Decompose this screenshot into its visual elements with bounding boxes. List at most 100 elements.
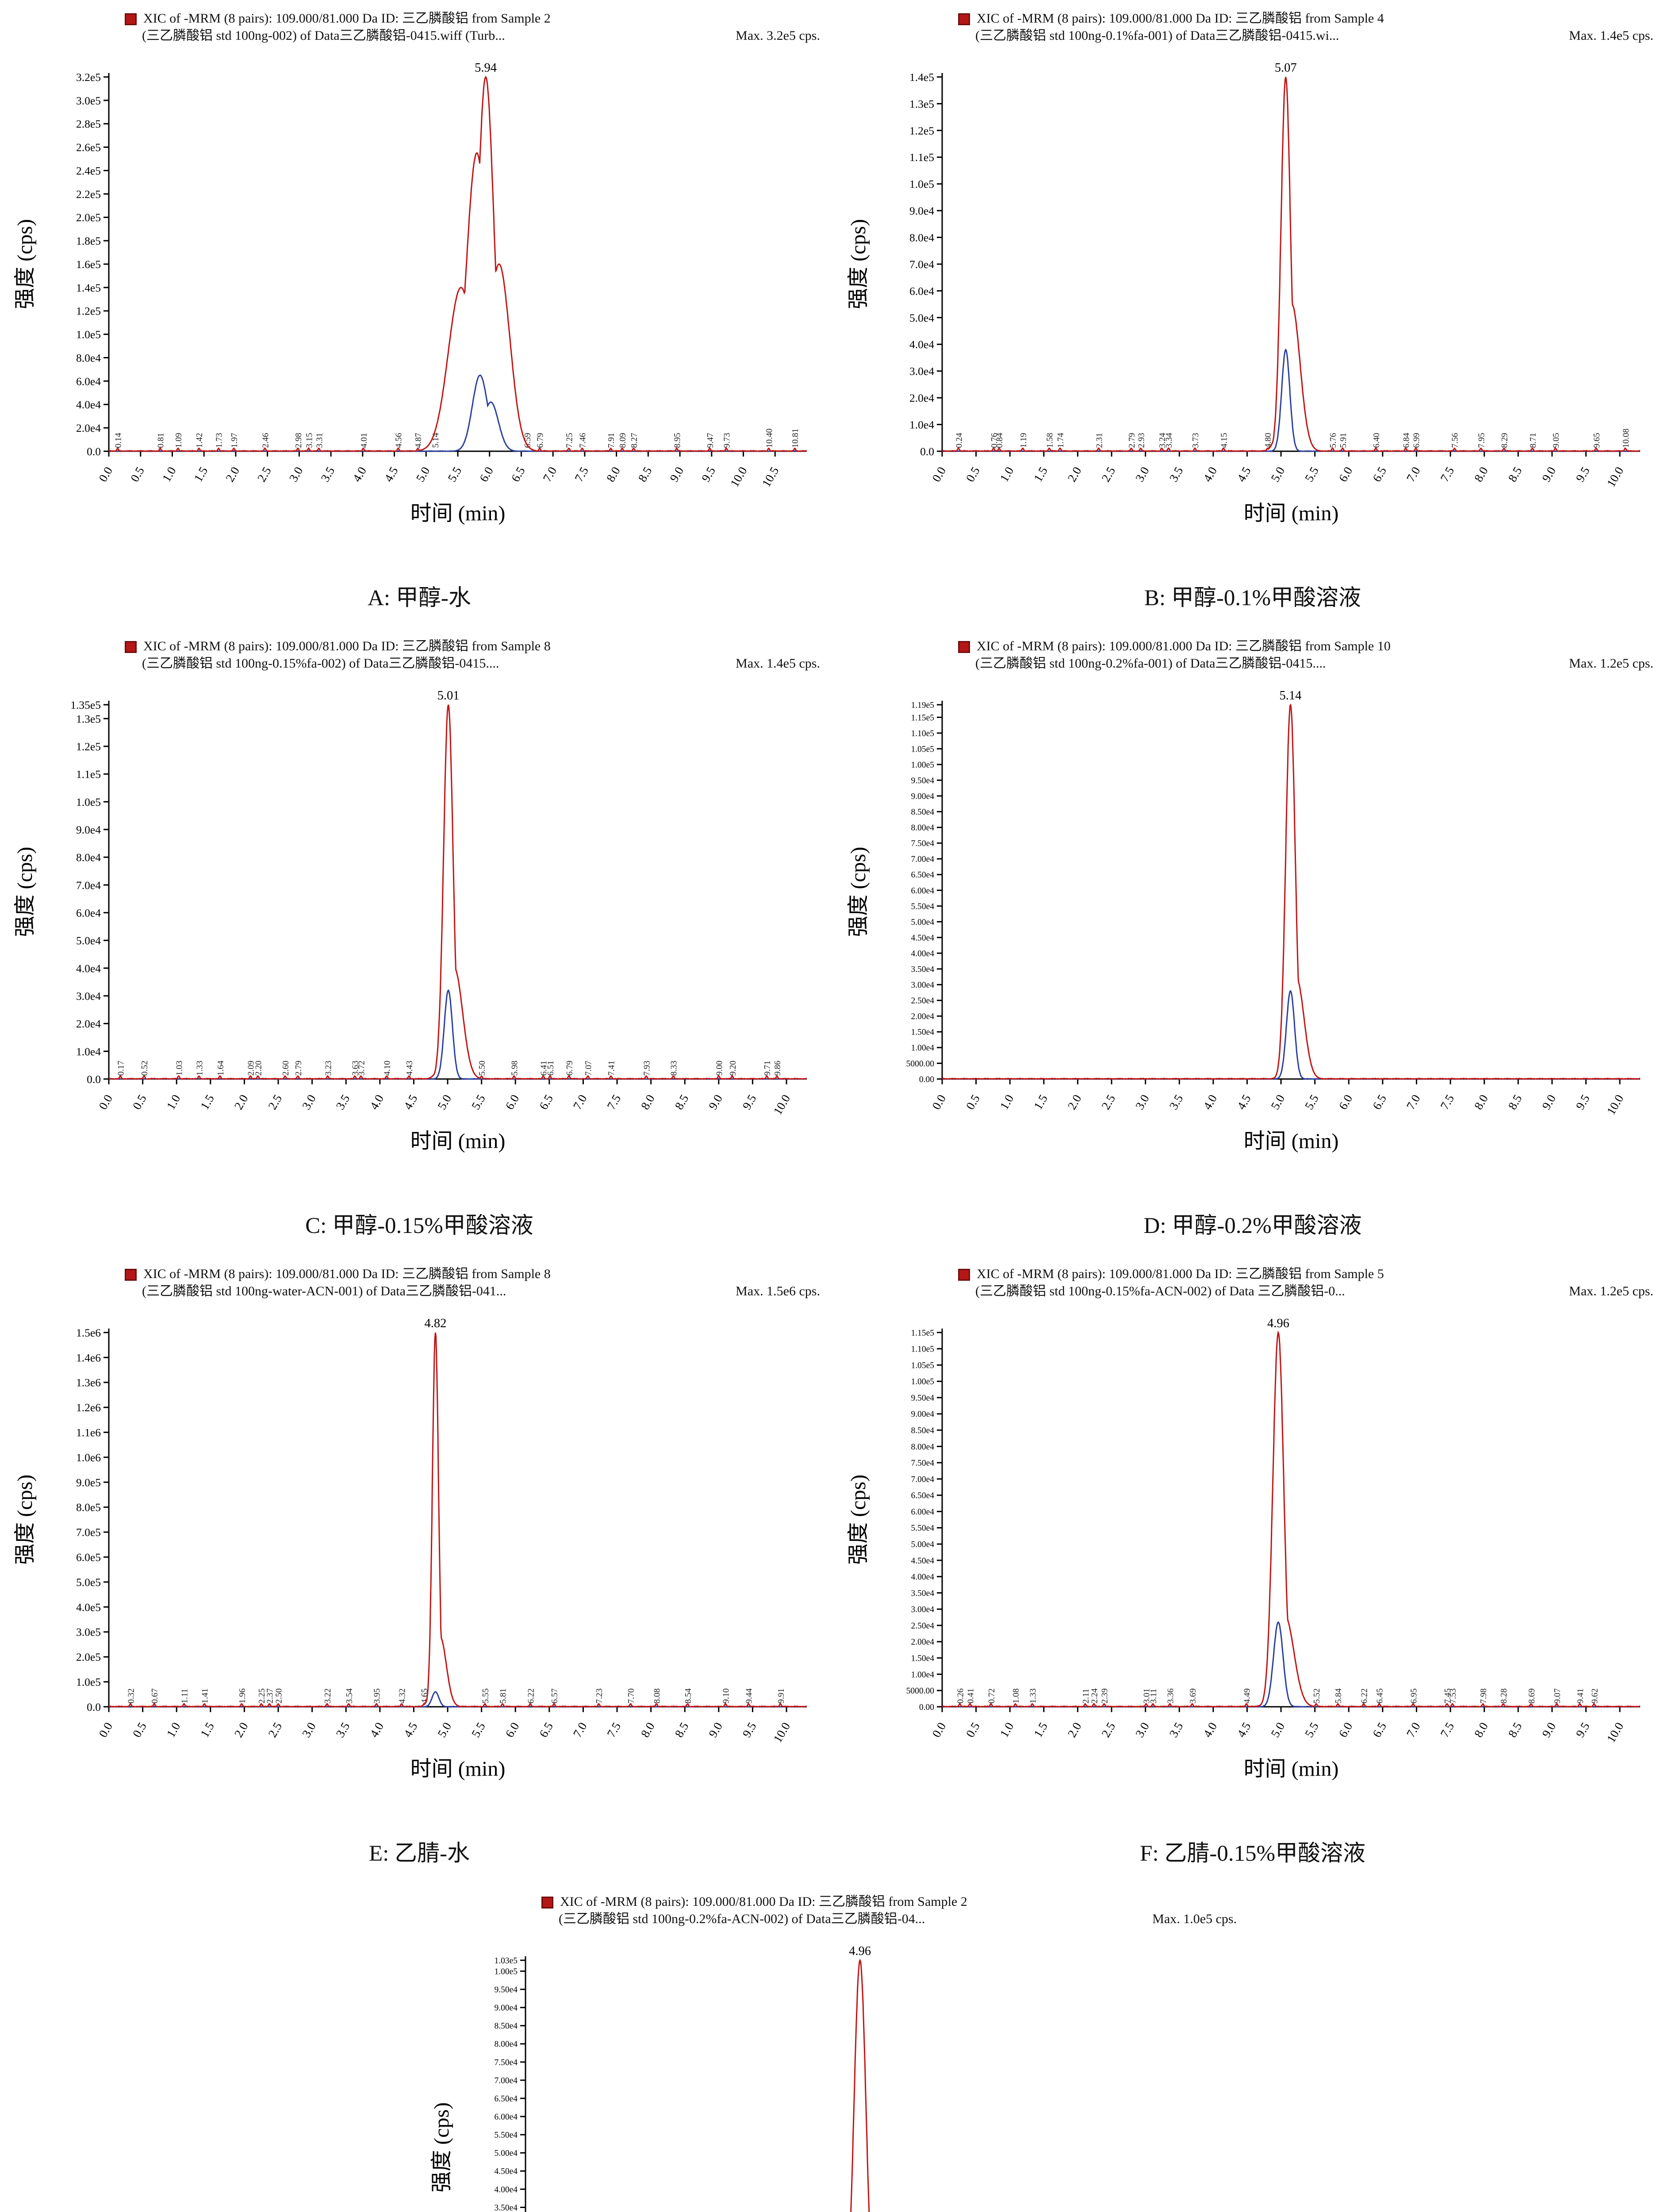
y-tick-label: 6.50e4 <box>911 1491 934 1501</box>
y-axis-label: 强度 (cps) <box>13 1475 37 1565</box>
y-tick-label: 6.00e4 <box>911 886 934 895</box>
minor-peak-label: 7.46 <box>579 433 588 448</box>
x-tick-label: 7.5 <box>1438 1092 1457 1112</box>
quantifier-trace <box>108 704 807 1080</box>
header-line2: (三乙膦酸铝 std 100ng-0.1%fa-001) of Data三乙膦酸… <box>975 29 1339 44</box>
x-tick-label: 6.0 <box>1336 465 1355 484</box>
x-tick-label: 7.0 <box>1404 1720 1423 1740</box>
minor-peak-label: 5.76 <box>1329 433 1338 448</box>
y-axis-label: 强度 (cps) <box>847 1475 870 1565</box>
minor-peak-label: 2.79 <box>294 1060 303 1075</box>
y-tick-label: 2.6e5 <box>76 141 101 154</box>
x-tick-label: 9.0 <box>667 465 686 484</box>
x-tick-label: 0.0 <box>96 465 115 484</box>
y-tick-label: 4.0e4 <box>909 338 934 351</box>
x-tick-label: 5.5 <box>1302 1720 1321 1740</box>
minor-peak-label: 3.34 <box>1165 433 1174 448</box>
minor-peak-label: 5.55 <box>481 1688 491 1703</box>
x-tick-label: 10.0 <box>1604 1092 1626 1117</box>
minor-peak-label: 1.19 <box>1019 433 1028 448</box>
panel-header: XIC of -MRM (8 pairs): 109.000/81.000 Da… <box>430 1894 1242 1928</box>
chromatogram-panel-C: XIC of -MRM (8 pairs): 109.000/81.000 Da… <box>13 638 825 1240</box>
y-tick-label: 1.00e4 <box>911 1670 934 1679</box>
minor-peak-label: 5.81 <box>499 1688 508 1703</box>
x-tick-label: 3.0 <box>1133 465 1152 484</box>
chromatogram-plot: 0.0 1.0e4 2.0e4 3.0e4 4.0e4 5.0e4 6.0e4 7.0e4 8.… <box>13 673 825 1206</box>
minor-peak-label: 8.27 <box>630 433 639 448</box>
y-tick-label: 6.0e4 <box>909 284 934 297</box>
x-tick-label: 7.0 <box>571 1720 590 1740</box>
peak-rt-label: 4.82 <box>425 1317 447 1330</box>
trace-legend-icon <box>958 641 970 653</box>
header-line2-row: (三乙膦酸铝 std 100ng-0.15%fa-002) of Data三乙膦… <box>125 656 820 673</box>
minor-peak-label: 6.45 <box>1376 1688 1385 1703</box>
y-tick-label: 1.4e5 <box>909 71 934 84</box>
minor-peak-label: 1.42 <box>195 433 204 448</box>
chromatogram-panel-B: XIC of -MRM (8 pairs): 109.000/81.000 Da… <box>847 11 1659 612</box>
x-tick-label: 0.5 <box>128 465 147 484</box>
minor-peak-label: 5.14 <box>431 433 441 448</box>
panel-header: XIC of -MRM (8 pairs): 109.000/81.000 Da… <box>847 11 1659 45</box>
x-tick-label: 2.0 <box>232 1720 251 1740</box>
chromatogram-svg: 0.0 1.0e4 2.0e4 3.0e4 4.0e4 5.0e4 6.0e4 7.0e4 8.… <box>847 61 1641 525</box>
minor-peak-label: 2.37 <box>266 1688 275 1703</box>
x-tick-label: 5.5 <box>469 1092 488 1112</box>
y-tick-label: 0.0 <box>87 1073 101 1086</box>
y-tick-label: 9.0e4 <box>909 204 934 217</box>
max-intensity-label: Max. 3.2e5 cps. <box>736 29 820 44</box>
x-tick-label: 4.0 <box>1200 465 1219 484</box>
x-tick-label: 10.5 <box>759 465 782 489</box>
x-tick-label: 8.0 <box>638 1092 657 1112</box>
x-tick-label: 8.0 <box>604 465 623 484</box>
minor-peak-label: 0.67 <box>150 1688 160 1703</box>
x-tick-label: 7.0 <box>571 1092 590 1112</box>
y-tick-label: 7.50e4 <box>494 2058 518 2067</box>
minor-peak-label: 8.09 <box>618 433 628 448</box>
x-tick-label: 6.5 <box>1370 1092 1389 1112</box>
y-tick-label: 3.0e4 <box>909 365 934 378</box>
panel-caption: A: 甲醇-水 <box>368 585 471 611</box>
max-intensity-label: Max. 1.0e5 cps. <box>1152 1912 1237 1927</box>
chromatogram-panel-E: XIC of -MRM (8 pairs): 109.000/81.000 Da… <box>13 1266 825 1867</box>
minor-peak-label: 9.65 <box>1592 433 1602 448</box>
x-tick-label: 1.5 <box>192 465 211 484</box>
minor-peak-label: 6.59 <box>523 433 533 448</box>
x-tick-label: 2.5 <box>255 465 274 484</box>
minor-peak-label: 8.71 <box>1529 433 1538 448</box>
qualifier-trace <box>109 989 807 1080</box>
y-tick-label: 4.0e4 <box>76 962 101 975</box>
minor-peak-label: 9.44 <box>745 1688 754 1703</box>
x-tick-label: 0.0 <box>96 1720 115 1740</box>
minor-peak-label: 4.49 <box>1242 1688 1252 1703</box>
minor-peak-label: 3.73 <box>1191 433 1200 448</box>
x-tick-label: 7.0 <box>1404 1092 1423 1112</box>
minor-peak-label: 7.07 <box>584 1060 594 1075</box>
x-tick-label: 4.5 <box>1235 1092 1254 1112</box>
chromatogram-plot: 0.00 5000.00 1.00e4 1.50e4 2.00e4 2.50e4 3.00e… <box>847 1301 1659 1834</box>
y-tick-label: 2.0e4 <box>76 1018 101 1030</box>
chromatogram-panel-D: XIC of -MRM (8 pairs): 109.000/81.000 Da… <box>847 638 1659 1240</box>
y-tick-label: 9.50e4 <box>911 1394 934 1403</box>
y-tick-label: 1.2e5 <box>76 740 101 753</box>
y-tick-label: 1.1e6 <box>76 1426 101 1439</box>
x-tick-label: 4.5 <box>1235 1720 1254 1740</box>
x-tick-label: 6.5 <box>537 1092 556 1112</box>
minor-peak-label: 5.52 <box>1312 1688 1322 1703</box>
panel-caption: C: 甲醇-0.15%甲酸溶液 <box>305 1213 533 1238</box>
max-intensity-label: Max. 1.4e5 cps. <box>1569 29 1653 44</box>
x-tick-label: 4.5 <box>1235 465 1254 484</box>
minor-peak-label: 6.22 <box>1360 1688 1369 1703</box>
minor-peak-label: 8.28 <box>1499 1688 1509 1703</box>
max-intensity-label: Max. 1.2e5 cps. <box>1569 1285 1653 1299</box>
minor-peak-label: 10.08 <box>1622 429 1631 448</box>
minor-peak-label: 8.29 <box>1500 433 1510 448</box>
header-line2: (三乙膦酸铝 std 100ng-0.2%fa-ACN-002) of Data… <box>559 1912 925 1927</box>
minor-peak-label: 0.81 <box>157 433 166 448</box>
minor-peak-label: 10.40 <box>765 429 774 448</box>
minor-peak-label: 2.50 <box>275 1688 284 1703</box>
x-tick-label: 7.0 <box>541 465 560 484</box>
header-line2: (三乙膦酸铝 std 100ng-water-ACN-001) of Data三… <box>142 1285 506 1299</box>
minor-peak-label: 2.46 <box>261 433 270 448</box>
y-tick-label: 1.8e5 <box>76 234 101 247</box>
minor-peak-label: 6.79 <box>565 1060 575 1075</box>
